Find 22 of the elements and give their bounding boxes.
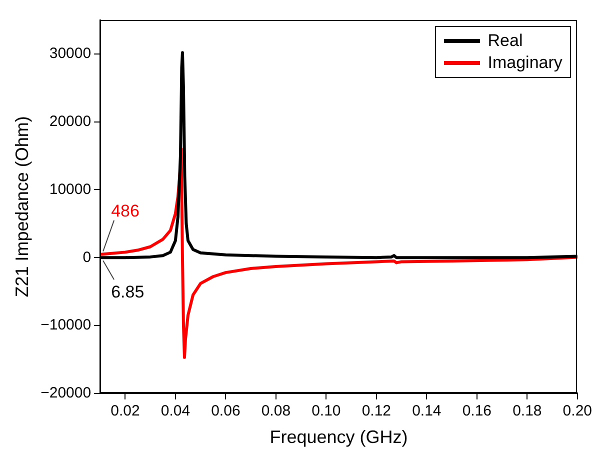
x-tick-label: 0.14 xyxy=(412,402,442,420)
y-tick-label: −20000 xyxy=(40,384,92,402)
legend-label: Imaginary xyxy=(488,52,562,74)
y-axis-title: Z21 Impedance (Ohm) xyxy=(12,116,32,298)
x-tick-label: 0.08 xyxy=(261,402,291,420)
x-tick-label: 0.02 xyxy=(110,402,140,420)
y-tick-label: 20000 xyxy=(49,112,92,130)
x-axis-title: Frequency (GHz) xyxy=(270,427,408,448)
x-tick-label: 0.16 xyxy=(462,402,492,420)
x-tick-label: 0.20 xyxy=(562,402,592,420)
y-tick-label: 0 xyxy=(82,248,92,266)
y-tick-label: 30000 xyxy=(49,45,92,62)
y-tick-label: −10000 xyxy=(40,316,92,334)
annotation: 486 xyxy=(111,201,140,220)
x-tick-label: 0.18 xyxy=(512,402,542,420)
x-tick-label: 0.06 xyxy=(211,402,240,420)
x-tick-label: 0.04 xyxy=(160,402,190,420)
y-tick-label: 10000 xyxy=(49,180,92,198)
x-tick-label: 0.12 xyxy=(362,402,392,420)
legend-label: Real xyxy=(488,30,523,52)
x-tick-label: 0.10 xyxy=(312,402,341,420)
annotation: 6.85 xyxy=(111,282,144,302)
